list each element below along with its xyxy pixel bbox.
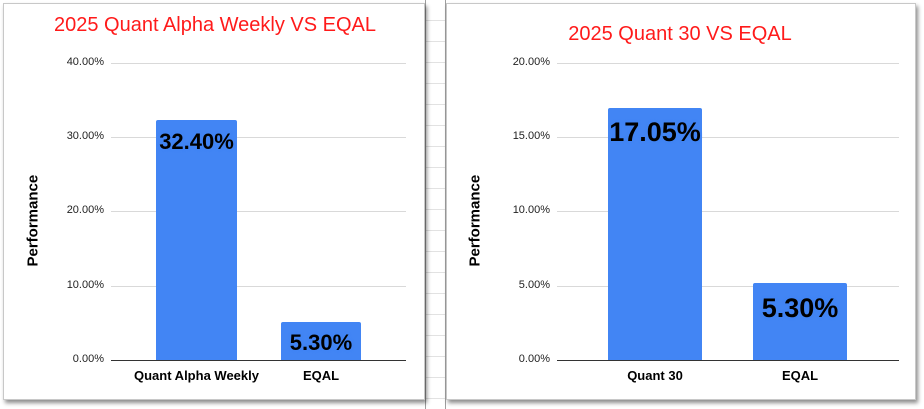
bar-value-label: 5.30%: [289, 330, 353, 355]
y-tick: 30.00%: [66, 130, 104, 142]
x-category-label: EQAL: [302, 368, 340, 383]
x-category-label: EQAL: [781, 368, 819, 383]
gridline: [557, 63, 899, 64]
x-category-label: Quant Alpha Weekly: [134, 368, 259, 383]
chart-title: 2025 Quant Alpha Weekly VS EQAL: [53, 14, 377, 36]
gridline: [557, 137, 899, 138]
gridline: [111, 286, 406, 287]
chart-quant-alpha-weekly[interactable]: 2025 Quant Alpha Weekly VS EQAL Performa…: [3, 3, 425, 400]
bar-value-label: 17.05%: [609, 117, 701, 147]
x-category-label: Quant 30: [627, 368, 683, 383]
spreadsheet-gap: [425, 0, 446, 409]
y-tick: 40.00%: [66, 56, 104, 68]
gridline: [111, 63, 406, 64]
bar-quant-30[interactable]: [608, 108, 702, 360]
y-tick: 0.00%: [72, 353, 104, 365]
bar-value-label: 32.40%: [159, 129, 234, 154]
y-tick: 20.00%: [66, 204, 104, 216]
y-tick: 15.00%: [512, 130, 550, 142]
gridline: [111, 137, 406, 138]
bar-eqal[interactable]: [753, 283, 847, 360]
bar-eqal[interactable]: [281, 322, 361, 360]
y-axis-label: Performance: [466, 174, 484, 267]
gridline: [557, 286, 899, 287]
y-tick: 20.00%: [512, 56, 550, 68]
bar-quant-alpha-weekly[interactable]: [156, 120, 237, 360]
x-axis: [111, 360, 406, 361]
y-axis-label: Performance: [24, 174, 42, 267]
y-tick: 10.00%: [512, 204, 550, 216]
x-axis: [557, 360, 899, 361]
y-tick: 0.00%: [518, 353, 550, 365]
gridline: [111, 211, 406, 212]
chart-title: 2025 Quant 30 VS EQAL: [568, 23, 792, 45]
y-tick: 10.00%: [66, 279, 104, 291]
y-tick: 5.00%: [518, 279, 550, 291]
bar-value-label: 5.30%: [761, 293, 839, 323]
gridline: [557, 211, 899, 212]
chart-quant-30[interactable]: 2025 Quant 30 VS EQAL Performance 20.00%…: [446, 3, 916, 400]
